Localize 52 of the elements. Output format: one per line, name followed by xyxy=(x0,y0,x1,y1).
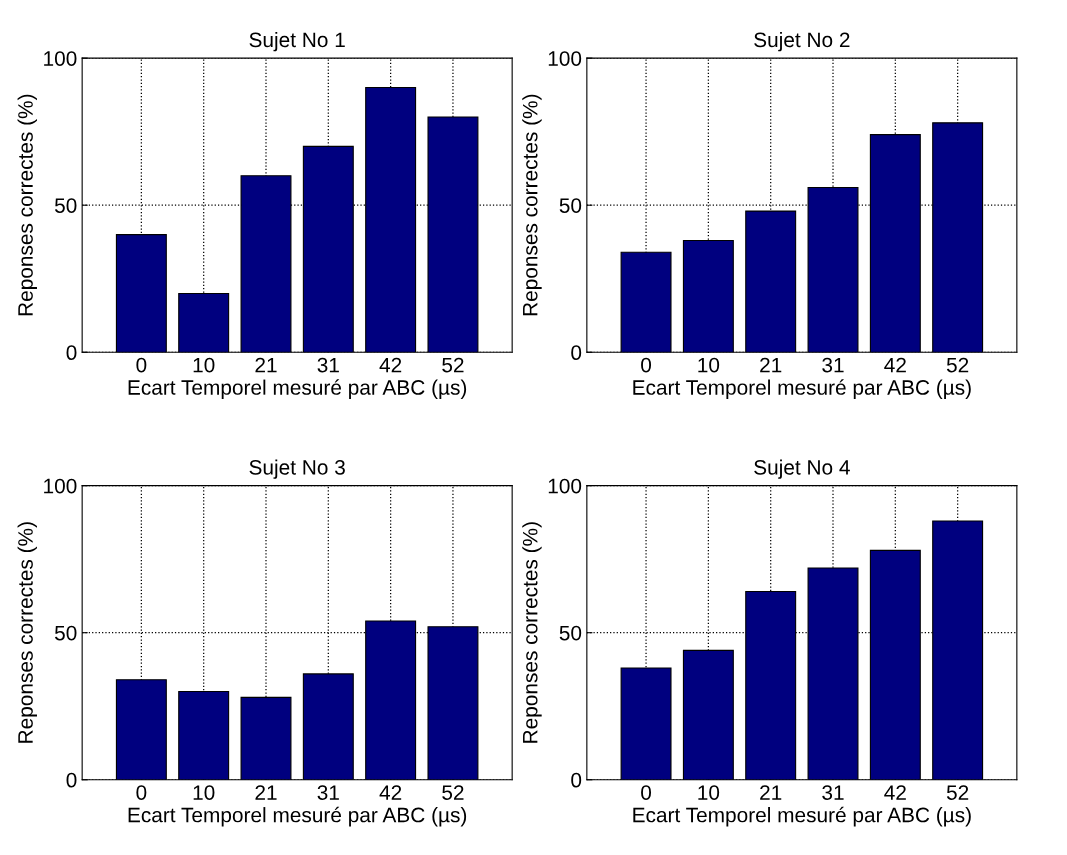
x-tick-label: 0 xyxy=(641,785,652,800)
y-tick-label: 50 xyxy=(559,625,582,641)
x-axis-title: Ecart Temporel mesuré par ABC (µs) xyxy=(633,806,971,827)
x-axis-title: Ecart Temporel mesuré par ABC (µs) xyxy=(128,379,467,399)
x-tick-label: 10 xyxy=(193,785,215,800)
x-tick-label: 42 xyxy=(884,357,906,373)
x-tick-label: 10 xyxy=(698,785,720,800)
y-tick-label: 0 xyxy=(571,772,582,788)
x-tick-label: 31 xyxy=(317,785,339,800)
x-tick-label: 31 xyxy=(822,785,844,800)
y-tick-label: 100 xyxy=(44,51,77,66)
x-tick-label: 31 xyxy=(317,357,339,373)
x-tick-label: 52 xyxy=(442,785,464,800)
x-axis-title: Ecart Temporel mesuré par ABC (µs) xyxy=(128,806,467,827)
y-tick-label: 100 xyxy=(44,478,77,494)
x-tick-label: 21 xyxy=(760,785,782,800)
bar xyxy=(620,667,672,780)
y-tick-label: 50 xyxy=(54,625,77,641)
x-tick-label: 52 xyxy=(442,357,464,373)
y-tick-label: 0 xyxy=(66,345,77,361)
y-axis-title: Reponses correctes (%) xyxy=(522,94,542,316)
x-tick-label: 0 xyxy=(136,785,147,800)
x-tick-label: 31 xyxy=(822,357,844,373)
x-tick-label: 10 xyxy=(698,357,720,373)
x-tick-label: 21 xyxy=(255,785,277,800)
y-tick-label: 50 xyxy=(559,198,582,213)
y-axis-title: Reponses correctes (%) xyxy=(522,522,542,743)
y-axis-title: Reponses correctes (%) xyxy=(17,522,37,743)
chart-title: Sujet No 3 xyxy=(249,459,345,479)
bar xyxy=(178,690,230,780)
x-tick-label: 0 xyxy=(641,357,652,373)
chart-title: Sujet No 4 xyxy=(754,459,850,479)
x-tick-label: 42 xyxy=(379,785,402,800)
chart-title: Sujet No 2 xyxy=(754,31,850,52)
x-tick-label: 21 xyxy=(255,357,277,373)
y-tick-label: 100 xyxy=(548,478,582,494)
y-axis-title: Reponses correctes (%) xyxy=(17,94,37,316)
y-tick-label: 50 xyxy=(54,198,77,213)
x-axis-title: Ecart Temporel mesuré par ABC (µs) xyxy=(633,379,971,399)
x-tick-label: 42 xyxy=(884,785,906,800)
x-tick-label: 52 xyxy=(946,785,969,800)
x-tick-label: 52 xyxy=(946,357,969,373)
x-tick-label: 42 xyxy=(379,357,402,373)
bar xyxy=(115,679,167,780)
y-tick-label: 0 xyxy=(571,345,582,361)
x-tick-label: 10 xyxy=(193,357,215,373)
x-tick-label: 0 xyxy=(136,357,147,373)
bar xyxy=(302,673,354,780)
chart-title: Sujet No 1 xyxy=(249,31,345,52)
y-tick-label: 100 xyxy=(548,51,582,66)
y-tick-label: 0 xyxy=(66,772,77,788)
x-tick-label: 21 xyxy=(760,357,782,373)
